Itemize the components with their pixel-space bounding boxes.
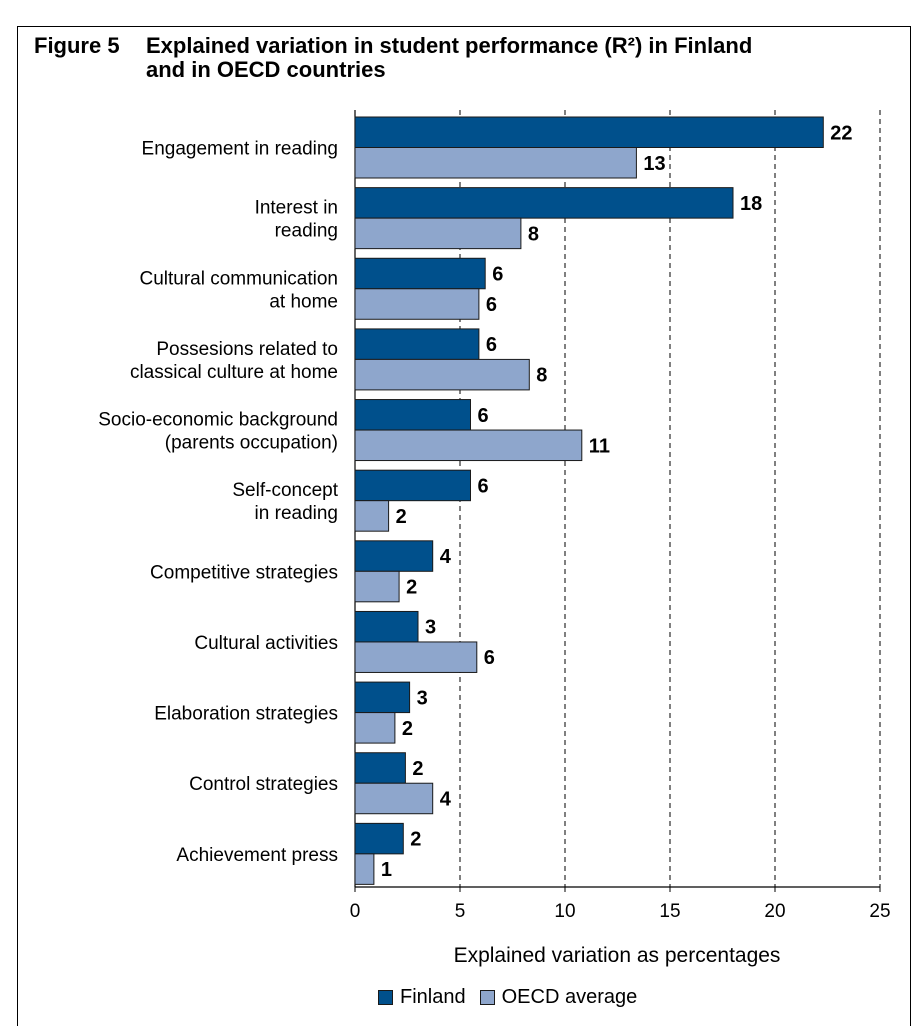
- bar-finland: [354, 540, 434, 572]
- x-tick-label: 25: [869, 901, 890, 922]
- bar-oecd: [354, 217, 522, 250]
- data-label: 2: [402, 718, 413, 740]
- bar-finland: [354, 681, 411, 714]
- bar-finland: [354, 399, 471, 431]
- category-label: Cultural activities: [194, 633, 338, 654]
- category-label: (parents occupation): [165, 433, 338, 454]
- bar-oecd: [354, 429, 583, 462]
- category-label: Elaboration strategies: [154, 704, 338, 725]
- bar-oecd: [354, 853, 375, 885]
- category-label: Interest in: [255, 198, 338, 219]
- bar-oecd: [354, 288, 480, 320]
- legend-label-finland: Finland: [400, 986, 466, 1008]
- x-tick-label: 5: [455, 901, 466, 922]
- bar-oecd: [354, 782, 434, 815]
- bar-oecd: [354, 358, 530, 391]
- data-label: 3: [425, 617, 436, 639]
- data-label: 6: [486, 334, 497, 356]
- figure-frame: [17, 26, 911, 1026]
- category-label: at home: [269, 291, 338, 312]
- data-label: 2: [410, 829, 421, 851]
- data-label: 4: [440, 546, 452, 568]
- category-label: Socio-economic background: [98, 410, 338, 431]
- data-label: 6: [484, 647, 495, 669]
- x-tick-label: 0: [350, 901, 361, 922]
- figure-title-line1: Explained variation in student performan…: [146, 33, 753, 58]
- x-tick-label: 20: [764, 901, 785, 922]
- data-label: 6: [492, 264, 503, 286]
- data-label: 4: [440, 788, 452, 810]
- bar-finland: [354, 610, 419, 643]
- bar-finland: [354, 469, 471, 502]
- data-label: 11: [589, 435, 610, 457]
- bar-finland: [354, 257, 486, 290]
- bar-oecd: [354, 641, 478, 673]
- x-tick-label: 15: [659, 901, 680, 922]
- bar-oecd: [354, 147, 637, 179]
- category-label: Competitive strategies: [150, 562, 338, 583]
- category-label: Engagement in reading: [142, 139, 338, 160]
- figure-title: Figure 5 Explained variation in student p…: [34, 34, 894, 82]
- bar-finland: [354, 116, 824, 148]
- bar-oecd: [354, 712, 396, 744]
- data-label: 13: [643, 153, 665, 175]
- category-label: Achievement press: [176, 845, 338, 866]
- x-axis-label: Explained variation as percentages: [454, 944, 781, 967]
- x-tick-label: 10: [554, 901, 575, 922]
- data-label: 6: [478, 405, 489, 427]
- legend: Finland OECD average: [378, 986, 651, 1009]
- category-label: classical culture at home: [130, 362, 338, 383]
- data-label: 22: [830, 122, 852, 144]
- data-label: 2: [412, 758, 423, 780]
- data-label: 3: [417, 687, 428, 709]
- legend-swatch-finland: [378, 990, 393, 1005]
- data-label: 2: [406, 577, 417, 599]
- data-label: 1: [381, 859, 392, 881]
- category-label: in reading: [255, 503, 338, 524]
- bar-oecd: [354, 500, 390, 532]
- legend-item-oecd: OECD average: [479, 986, 638, 1009]
- category-label: reading: [275, 221, 338, 242]
- bar-oecd: [354, 570, 400, 603]
- category-label: Possesions related to: [156, 339, 338, 360]
- data-label: 6: [486, 294, 497, 316]
- bar-finland: [354, 328, 480, 360]
- data-label: 6: [478, 475, 489, 497]
- category-label: Cultural communication: [139, 268, 338, 289]
- data-label: 2: [396, 506, 407, 528]
- legend-label-oecd: OECD average: [501, 986, 638, 1008]
- figure-number: Figure 5: [34, 33, 120, 58]
- data-label: 8: [528, 223, 539, 245]
- bar-finland: [354, 752, 406, 784]
- data-label: 8: [536, 365, 547, 387]
- category-label: Self-concept: [232, 480, 338, 501]
- bar-finland: [354, 822, 404, 855]
- data-label: 18: [740, 193, 762, 215]
- category-label: Control strategies: [189, 774, 338, 795]
- figure-title-line2: and in OECD countries: [146, 57, 386, 82]
- legend-swatch-oecd: [479, 990, 495, 1005]
- bar-finland: [354, 187, 734, 219]
- legend-item-finland: Finland: [378, 986, 466, 1009]
